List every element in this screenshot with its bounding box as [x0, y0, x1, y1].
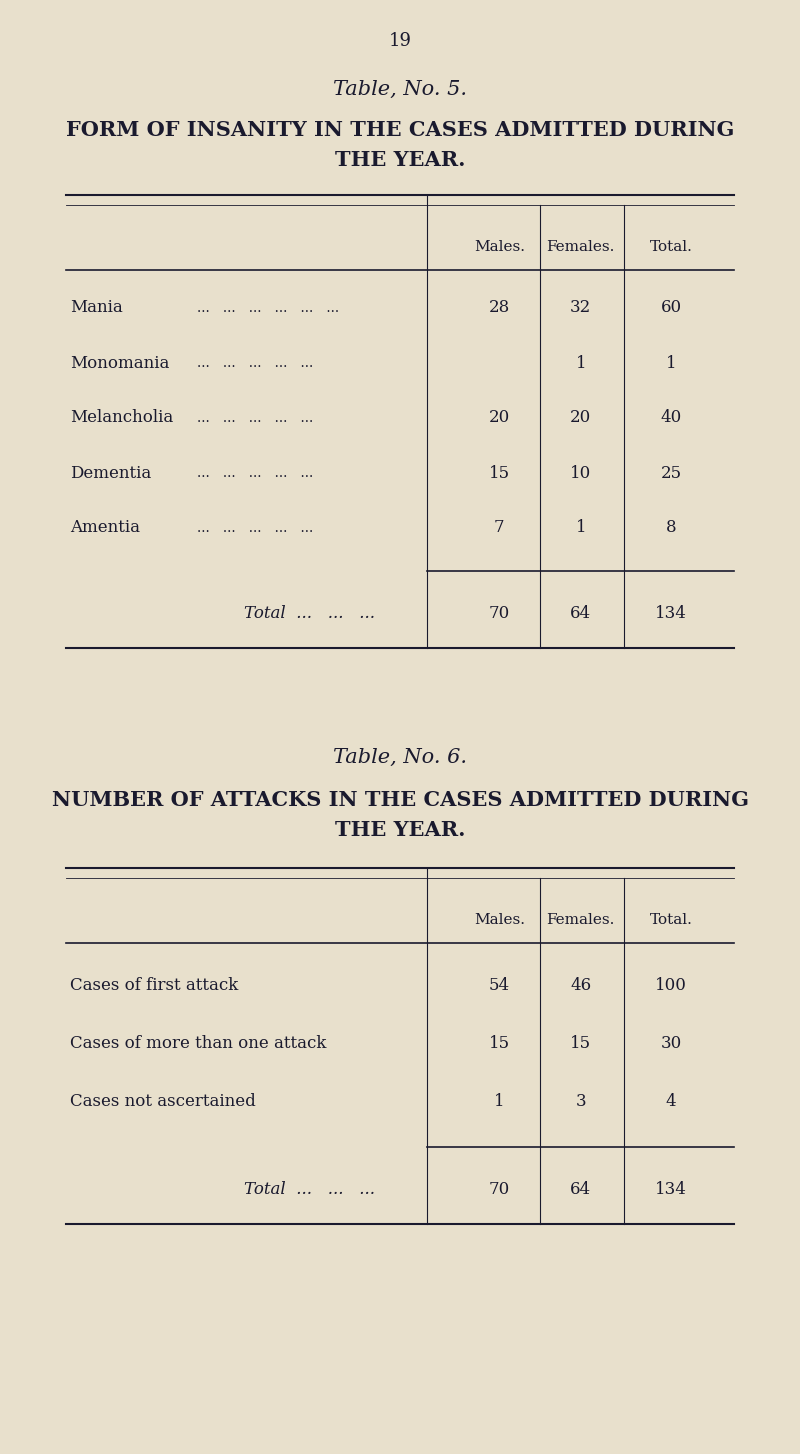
Text: 134: 134 — [655, 1181, 687, 1198]
Text: ...   ...   ...   ...   ...: ... ... ... ... ... — [197, 411, 313, 425]
Text: NUMBER OF ATTACKS IN THE CASES ADMITTED DURING: NUMBER OF ATTACKS IN THE CASES ADMITTED … — [51, 790, 749, 810]
Text: 1: 1 — [575, 519, 586, 537]
Text: 46: 46 — [570, 977, 591, 993]
Text: ...   ...   ...   ...   ...: ... ... ... ... ... — [197, 465, 313, 480]
Text: Males.: Males. — [474, 240, 525, 254]
Text: Total  ...   ...   ...: Total ... ... ... — [244, 605, 375, 621]
Text: 1: 1 — [575, 355, 586, 372]
Text: ...   ...   ...   ...   ...   ...: ... ... ... ... ... ... — [197, 301, 338, 316]
Text: 28: 28 — [489, 300, 510, 317]
Text: 20: 20 — [570, 410, 591, 426]
Text: Mania: Mania — [70, 300, 123, 317]
Text: Cases of first attack: Cases of first attack — [70, 977, 238, 993]
Text: Total.: Total. — [650, 240, 693, 254]
Text: 20: 20 — [489, 410, 510, 426]
Text: 70: 70 — [489, 605, 510, 621]
Text: Females.: Females. — [546, 913, 615, 928]
Text: ...   ...   ...   ...   ...: ... ... ... ... ... — [197, 521, 313, 535]
Text: Melancholia: Melancholia — [70, 410, 174, 426]
Text: Table, No. 5.: Table, No. 5. — [333, 80, 467, 99]
Text: 25: 25 — [661, 464, 682, 481]
Text: 1: 1 — [666, 355, 677, 372]
Text: Total.: Total. — [650, 913, 693, 928]
Text: 7: 7 — [494, 519, 505, 537]
Text: Females.: Females. — [546, 240, 615, 254]
Text: 19: 19 — [389, 32, 411, 49]
Text: 100: 100 — [655, 977, 687, 993]
Text: 64: 64 — [570, 1181, 591, 1198]
Text: ...   ...   ...   ...   ...: ... ... ... ... ... — [197, 356, 313, 369]
Text: 40: 40 — [661, 410, 682, 426]
Text: 64: 64 — [570, 605, 591, 621]
Text: 15: 15 — [489, 464, 510, 481]
Text: Total  ...   ...   ...: Total ... ... ... — [244, 1181, 375, 1198]
Text: 30: 30 — [661, 1034, 682, 1051]
Text: Males.: Males. — [474, 913, 525, 928]
Text: 1: 1 — [494, 1092, 505, 1109]
Text: Cases not ascertained: Cases not ascertained — [70, 1092, 256, 1109]
Text: THE YEAR.: THE YEAR. — [334, 150, 466, 170]
Text: 8: 8 — [666, 519, 677, 537]
Text: 70: 70 — [489, 1181, 510, 1198]
Text: THE YEAR.: THE YEAR. — [334, 820, 466, 840]
Text: 15: 15 — [570, 1034, 591, 1051]
Text: 4: 4 — [666, 1092, 677, 1109]
Text: Table, No. 6.: Table, No. 6. — [333, 747, 467, 768]
Text: Monomania: Monomania — [70, 355, 170, 372]
Text: 54: 54 — [489, 977, 510, 993]
Text: 3: 3 — [575, 1092, 586, 1109]
Text: Amentia: Amentia — [70, 519, 140, 537]
Text: FORM OF INSANITY IN THE CASES ADMITTED DURING: FORM OF INSANITY IN THE CASES ADMITTED D… — [66, 121, 734, 140]
Text: Dementia: Dementia — [70, 464, 151, 481]
Text: 134: 134 — [655, 605, 687, 621]
Text: 32: 32 — [570, 300, 591, 317]
Text: 10: 10 — [570, 464, 591, 481]
Text: 15: 15 — [489, 1034, 510, 1051]
Text: 60: 60 — [661, 300, 682, 317]
Text: Cases of more than one attack: Cases of more than one attack — [70, 1034, 326, 1051]
